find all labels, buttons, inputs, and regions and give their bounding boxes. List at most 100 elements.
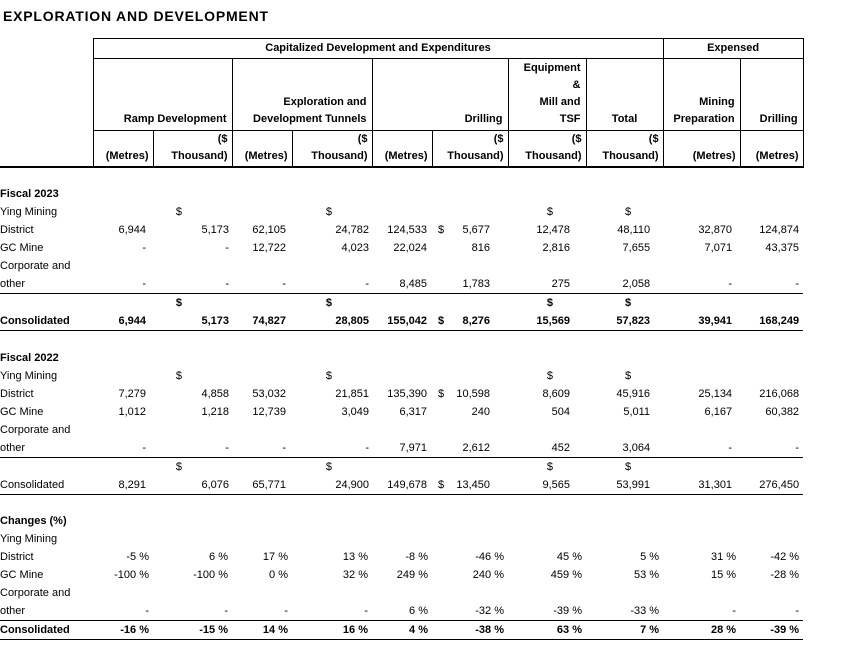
dollar-sign-cell: $ [546,297,553,309]
value-cell: 15,569 [508,312,586,331]
value-cell: 1,218 [201,405,229,418]
section-fiscal-2022: Fiscal 2022 Ying Mining $ $ $ $ District 7,279 4… [0,331,804,495]
dollar-sign-cell: $ [546,460,553,473]
value-cell: - [93,438,153,458]
dollar-sign-cell: $ [325,460,332,473]
value-cell: -39 % [740,620,804,640]
table-row: District 7,279 4,858 53,032 21,851 135,390 $10… [0,385,803,403]
empty-cell [740,203,803,221]
unit-header-cell: (Metres) [231,130,293,168]
row-label: Consolidated [0,475,93,495]
table-row: Fiscal 2023 [0,185,803,203]
empty-cell [740,457,803,476]
value-cell: 7,655 [622,242,651,254]
dollar-sign-cell: $ [175,297,182,309]
value-cell: -5 % [126,551,149,563]
value-cell: - [663,275,741,294]
empty-cell [232,203,292,221]
empty-cell [740,294,803,313]
group-header-cell: Drilling [371,58,509,131]
row-label: District [0,551,34,563]
table-row: Ramp Development Exploration and Developm… [0,58,804,131]
value-cell: 6 % [372,602,432,621]
row-label: other [0,602,93,621]
table-row: GC Mine - - 12,722 4,023 22,024 816 2,816 7,655 7… [0,239,803,257]
value-cell: 6,076 [153,475,232,495]
empty-cell [432,294,508,313]
cell-value: 5,677 [462,224,490,236]
empty-cell [93,367,153,385]
row-label: Ying Mining [0,533,58,545]
empty-cell [372,457,432,476]
value-cell: 16 % [292,620,372,640]
value-cell: -46 % [475,551,504,563]
empty-cell [740,367,803,385]
value-cell: - [663,602,741,621]
row-label: Consolidated [0,312,93,331]
table-header: Capitalized Development and Expenditures… [0,38,804,168]
value-cell: - [740,438,804,458]
value-cell: 28,805 [292,312,372,331]
table-row: Corporate and [0,584,803,602]
empty-cell [432,367,508,385]
unit-header-cell: (Metres) [92,130,154,168]
value-cell: 8,485 [372,275,432,294]
value-cell: 24,900 [292,475,372,495]
value-cell: 48,110 [617,224,651,236]
empty-cell [663,203,740,221]
table-row: Ying Mining $ $ $ $ [0,367,803,385]
value-cell: - [225,242,229,254]
value-cell: 168,249 [740,312,804,331]
value-cell: 0 % [269,569,288,581]
value-cell: 31,301 [663,475,741,495]
value-cell: - [93,602,153,621]
value-cell: 459 % [550,569,582,581]
header-corner-cell [0,39,93,59]
value-cell: -42 % [770,551,800,563]
top-header-cell: Capitalized Development and Expenditures [92,38,664,59]
value-cell: 3,049 [341,405,369,418]
value-cell: 45 % [556,551,582,563]
value-cell: 45,916 [616,387,651,400]
value-cell: - [292,438,372,458]
value-cell: 5,011 [623,405,651,418]
value-cell: 240 [471,405,490,418]
value-cell: -100 % [193,569,228,581]
value-cell: - [232,602,292,621]
value-cell: 6,167 [704,405,733,418]
empty-cell [93,294,153,313]
top-header-cell: Expensed [662,38,804,59]
value-cell: - [740,602,804,621]
table-row: Changes (%) [0,512,803,530]
empty-cell [93,457,153,476]
value-cell: 28 % [663,620,741,640]
row-label: Corporate and [0,587,71,599]
value-cell: 8,291 [93,475,153,495]
value-cell: - [153,438,232,458]
empty-cell [232,294,292,313]
row-label: GC Mine [0,569,44,581]
value-cell: 12,478 [536,224,570,236]
table-row: Consolidated -16 % -15 % 14 % 16 % 4 % -38 % 63… [0,620,804,640]
dollar-sign-cell: $ [325,369,332,382]
dollar-sign: $ [438,224,445,236]
value-cell: - [740,275,804,294]
unit-header-cell: ($ Thousand) [152,130,233,168]
empty-cell [432,203,508,221]
row-label: Ying Mining [0,206,58,218]
table-row: GC Mine -100 % -100 % 0 % 32 % 249 % 240 % 459 … [0,566,803,584]
value-cell: - [93,275,153,294]
value-cell: 13 % [342,551,368,563]
value-cell: 1,783 [432,275,508,294]
value-cell: 5,173 [153,312,232,331]
value-cell: $13,450 [432,475,508,495]
unit-header-cell: ($ Thousand) [507,130,587,168]
dollar-sign-cell: $ [546,369,553,382]
unit-header-cell: (Metres) [662,130,741,168]
accounting-cell: $5,677 [432,221,490,239]
value-cell: 4,858 [201,387,229,400]
table-row: Consolidated 8,291 6,076 65,771 24,900 149,67… [0,475,804,495]
value-cell: 57,823 [586,312,664,331]
value-cell: 4,023 [341,242,369,254]
value-cell: -39 % [508,602,586,621]
